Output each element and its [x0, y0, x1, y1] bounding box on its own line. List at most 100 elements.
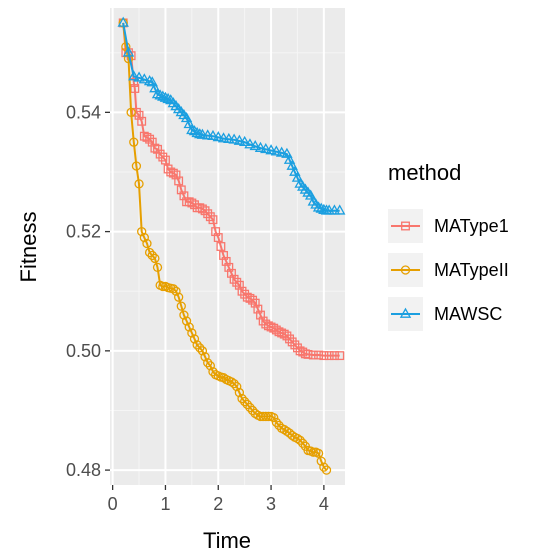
major-gridlines [110, 8, 345, 485]
legend-marker-matypeii [400, 265, 411, 275]
data-point-matype1 [205, 212, 215, 222]
data-point-matype1 [179, 191, 189, 201]
data-point-matype1 [134, 110, 144, 120]
data-point-matype1 [137, 116, 147, 126]
y-tick-label: 0.48 [66, 460, 101, 480]
legend-label-mawsc: MAWSC [434, 304, 502, 324]
data-point-matype1 [147, 137, 157, 147]
data-point-mawsc [191, 126, 203, 138]
data-point-matypeii [226, 377, 237, 387]
data-point-matypeii [195, 343, 205, 353]
data-point-matype1 [221, 256, 231, 266]
data-point-matype1 [285, 334, 295, 344]
data-point-mawsc [289, 165, 301, 176]
data-point-matype1 [319, 351, 329, 361]
data-point-matype1 [314, 350, 324, 360]
data-point-matype1 [287, 337, 297, 347]
data-point-matypeii [147, 250, 157, 261]
data-point-matypeii [232, 381, 242, 392]
data-point-matype1 [335, 351, 345, 361]
y-tick-label: 0.50 [66, 341, 101, 361]
data-point-matype1 [131, 107, 141, 117]
data-point-matype1 [142, 132, 152, 142]
data-point-mawsc [151, 88, 164, 99]
data-point-matype1 [145, 134, 155, 144]
data-point-matypeii [152, 262, 163, 273]
data-point-matype1 [279, 329, 289, 339]
data-point-matypeii [250, 408, 260, 419]
data-point-matype1 [208, 215, 218, 225]
series-layer [117, 16, 346, 475]
x-tick-label: 1 [160, 494, 170, 514]
data-point-matype1 [232, 277, 242, 287]
legend-label-matypeii: MATypeII [434, 260, 509, 280]
data-point-matypeii [150, 253, 160, 264]
data-point-mawsc [283, 153, 296, 164]
data-point-matypeii [137, 226, 147, 237]
data-point-mawsc [275, 146, 288, 157]
x-tick-label: 4 [319, 494, 329, 514]
data-point-matypeii [134, 179, 144, 189]
data-point-matype1 [224, 262, 234, 272]
data-point-matypeii [263, 411, 274, 422]
data-point-matypeii [287, 430, 297, 441]
data-point-mawsc [128, 70, 140, 81]
data-point-matypeii [179, 310, 189, 320]
data-point-matypeii [176, 301, 186, 311]
data-point-mawsc [249, 140, 261, 151]
data-point-matypeii [247, 405, 258, 416]
data-point-mawsc [334, 204, 346, 215]
data-point-matype1 [290, 340, 300, 350]
data-point-mawsc [154, 89, 166, 100]
data-point-mawsc [149, 82, 161, 93]
data-point-matype1 [303, 349, 313, 359]
data-point-matype1 [187, 198, 197, 208]
data-point-matypeii [316, 456, 326, 466]
data-point-matypeii [142, 238, 152, 249]
legend-item-mawsc: MAWSC [388, 297, 502, 331]
data-point-matype1 [197, 204, 207, 214]
legend-marker-matype1 [401, 221, 410, 231]
data-point-matypeii [218, 373, 229, 383]
data-point-mawsc [217, 132, 230, 143]
data-point-matype1 [195, 203, 205, 213]
axis-ticks: 0 1 2 3 4 0.48 0.50 0.52 0.54 [66, 102, 329, 514]
data-point-matype1 [248, 295, 258, 305]
data-point-mawsc [228, 133, 240, 144]
data-point-mawsc [146, 76, 158, 87]
legend: method MAType1 MATypeII MAWSC [388, 160, 509, 331]
data-point-matype1 [139, 131, 149, 141]
data-point-matype1 [150, 143, 160, 153]
data-point-matype1 [227, 268, 236, 278]
data-point-matypeii [174, 292, 184, 302]
y-tick-label: 0.52 [66, 222, 101, 242]
data-point-mawsc [188, 125, 201, 136]
data-point-matype1 [282, 331, 292, 341]
x-axis-title: Time [203, 528, 251, 553]
data-point-mawsc [162, 92, 174, 104]
data-point-matype1 [277, 328, 287, 338]
data-point-matypeii [245, 402, 255, 413]
data-point-matype1 [216, 242, 226, 251]
data-point-mawsc [304, 189, 317, 200]
series-matypeii [118, 18, 332, 475]
data-point-matypeii [126, 107, 136, 117]
data-point-matypeii [269, 412, 279, 423]
data-point-matypeii [229, 378, 239, 389]
data-point-matype1 [298, 347, 308, 357]
data-point-matypeii [237, 393, 247, 404]
data-point-matypeii [319, 462, 329, 472]
data-point-matypeii [131, 161, 142, 171]
data-point-mawsc [244, 138, 256, 149]
data-point-matype1 [229, 274, 239, 284]
data-point-mawsc [260, 142, 272, 154]
legend-item-matype1: MAType1 [388, 209, 509, 243]
data-point-matype1 [168, 168, 178, 178]
data-point-matypeii [321, 465, 332, 475]
data-point-matype1 [200, 206, 210, 216]
data-point-matypeii [129, 137, 139, 147]
x-tick-label: 0 [108, 494, 118, 514]
data-point-matype1 [256, 310, 265, 320]
data-point-matype1 [258, 316, 268, 326]
